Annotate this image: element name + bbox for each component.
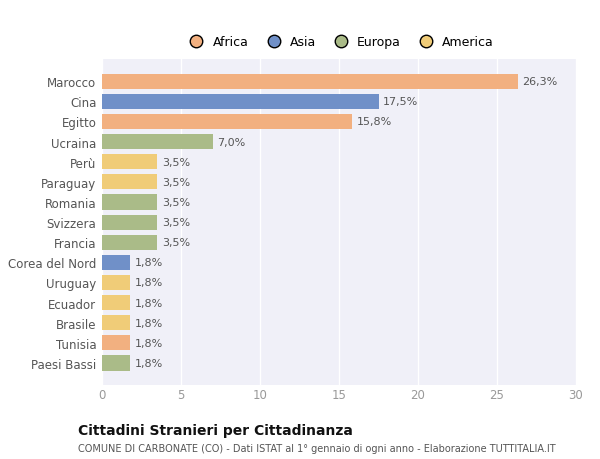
Bar <box>102 336 130 351</box>
Text: 7,0%: 7,0% <box>217 137 245 147</box>
Text: 1,8%: 1,8% <box>135 358 163 368</box>
Text: 3,5%: 3,5% <box>162 178 190 187</box>
Legend: Africa, Asia, Europa, America: Africa, Asia, Europa, America <box>181 34 497 51</box>
Bar <box>102 115 352 130</box>
Bar <box>102 255 130 270</box>
Bar <box>102 235 157 250</box>
Bar <box>102 215 157 230</box>
Bar <box>102 74 518 90</box>
Bar <box>102 195 157 210</box>
Text: 3,5%: 3,5% <box>162 197 190 207</box>
Bar <box>102 275 130 291</box>
Text: 1,8%: 1,8% <box>135 338 163 348</box>
Bar <box>102 135 212 150</box>
Text: 1,8%: 1,8% <box>135 258 163 268</box>
Text: Cittadini Stranieri per Cittadinanza: Cittadini Stranieri per Cittadinanza <box>78 423 353 437</box>
Bar <box>102 315 130 330</box>
Bar <box>102 175 157 190</box>
Text: 15,8%: 15,8% <box>356 117 392 127</box>
Text: COMUNE DI CARBONATE (CO) - Dati ISTAT al 1° gennaio di ogni anno - Elaborazione : COMUNE DI CARBONATE (CO) - Dati ISTAT al… <box>78 443 556 453</box>
Text: 26,3%: 26,3% <box>522 77 557 87</box>
Text: 1,8%: 1,8% <box>135 278 163 288</box>
Bar <box>102 95 379 110</box>
Bar <box>102 155 157 170</box>
Bar <box>102 356 130 371</box>
Text: 3,5%: 3,5% <box>162 157 190 168</box>
Bar <box>102 296 130 310</box>
Text: 3,5%: 3,5% <box>162 218 190 228</box>
Text: 3,5%: 3,5% <box>162 238 190 248</box>
Text: 17,5%: 17,5% <box>383 97 418 107</box>
Text: 1,8%: 1,8% <box>135 298 163 308</box>
Text: 1,8%: 1,8% <box>135 318 163 328</box>
